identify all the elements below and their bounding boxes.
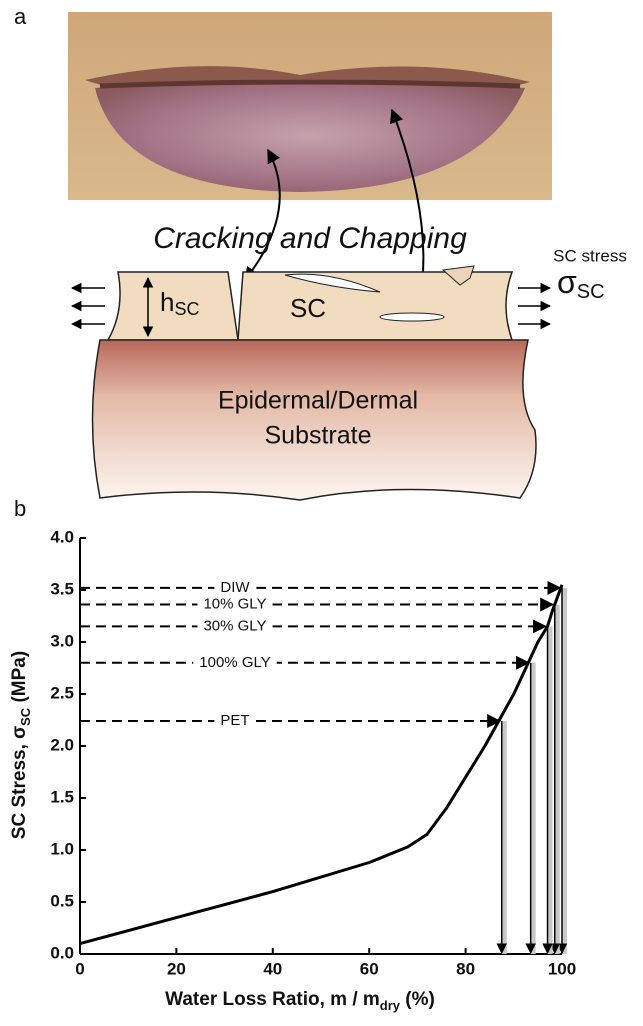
- y-tick-label: 1.0: [50, 839, 74, 858]
- layer-label: SC: [290, 293, 326, 323]
- y-axis-label: SC Stress, σSC (MPa): [9, 651, 33, 839]
- y-label-sub: SC: [18, 707, 33, 726]
- stress-label: SC stress: [553, 246, 627, 265]
- annotation-label: 10% GLY: [203, 596, 266, 613]
- x-tick-label: 0: [75, 959, 84, 978]
- x-tick-label: 100: [548, 959, 576, 978]
- substrate-label: Substrate: [264, 422, 371, 450]
- caption: Cracking and Chapping: [153, 222, 467, 255]
- substrate-label: Epidermal/Dermal: [218, 387, 418, 415]
- annotation-label: 100% GLY: [199, 654, 270, 671]
- y-tick-label: 2.5: [50, 683, 74, 702]
- x-label-text: Water Loss Ratio, m / m: [165, 989, 380, 1010]
- annotation-label: PET: [220, 712, 249, 729]
- y-tick-label: 0.5: [50, 891, 74, 910]
- lip-photo: [68, 12, 552, 200]
- thickness-symbol: h: [160, 287, 174, 317]
- x-tick-label: 60: [360, 959, 379, 978]
- y-tick-label: 2.0: [50, 735, 74, 754]
- x-axis-label: Water Loss Ratio, m / mdry (%): [165, 989, 435, 1013]
- y-tick-label: 0.0: [50, 943, 74, 962]
- stress-curve: [80, 585, 562, 944]
- y-tick-label: 3.0: [50, 631, 74, 650]
- figure: a Cracking and Chapping SC stress σSC hS…: [0, 0, 643, 1026]
- x-tick-label: 80: [456, 959, 475, 978]
- x-tick-label: 20: [167, 959, 186, 978]
- y-tick-label: 1.5: [50, 787, 74, 806]
- annotation-label: DIW: [220, 579, 250, 596]
- y-label-text: SC Stress, σ: [9, 726, 30, 839]
- y-tick-label: 4.0: [50, 527, 74, 546]
- y-label-after: (MPa): [9, 651, 30, 708]
- panel-label: b: [14, 496, 26, 521]
- sigma-symbol: σ: [557, 264, 577, 300]
- x-label-sub: dry: [380, 998, 401, 1013]
- y-tick-label: 3.5: [50, 579, 74, 598]
- thickness-sub: SC: [174, 299, 199, 319]
- sigma-sub: SC: [577, 281, 605, 303]
- x-tick-label: 40: [263, 959, 282, 978]
- x-label-after: (%): [400, 989, 435, 1010]
- sigma-label: σSC: [557, 264, 605, 303]
- panel-label: a: [14, 4, 27, 29]
- annotation-label: 30% GLY: [203, 617, 266, 634]
